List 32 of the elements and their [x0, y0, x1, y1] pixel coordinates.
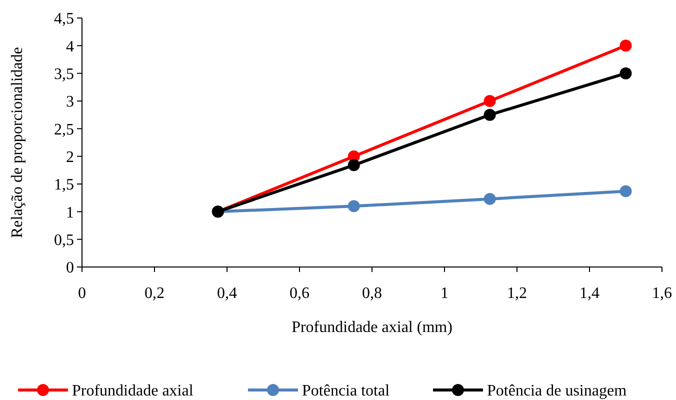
point	[348, 159, 360, 172]
y-tick-label: 1,5	[54, 176, 74, 194]
legend-label: Profundidade axial	[72, 382, 194, 400]
y-tick-label: 4	[66, 38, 74, 56]
point	[620, 40, 632, 52]
legend-label: Potência total	[302, 382, 390, 400]
y-tick-label: 3,5	[54, 66, 74, 83]
x-tick-label: 1,2	[507, 285, 527, 302]
y-tick-label: 0	[66, 260, 74, 277]
x-tick-label: 0	[78, 285, 86, 302]
x-tick-label: 0,2	[144, 285, 164, 302]
x-axis-title: Profundidade axial (mm)	[292, 319, 452, 336]
x-tick-label: 1,4	[580, 285, 600, 302]
legend-label: Potência de usinagem	[487, 382, 628, 400]
point	[484, 192, 496, 205]
point	[620, 185, 632, 198]
point	[484, 95, 496, 107]
x-tick-label: 1	[440, 285, 448, 302]
x-tick-label: 0,4	[217, 285, 237, 302]
y-tick-label: 2	[66, 148, 74, 166]
point	[620, 67, 632, 80]
x-tick-label: 0,8	[362, 285, 382, 302]
y-tick-label: 4,5	[54, 10, 74, 28]
x-tick-label: 1,6	[652, 285, 672, 302]
x-tick-label: 0,6	[290, 285, 310, 302]
y-tick-label: 2,5	[54, 121, 74, 138]
y-tick-label: 0,5	[54, 232, 74, 249]
y-tick-label: 1	[66, 204, 74, 222]
point	[484, 108, 496, 121]
point	[348, 200, 360, 212]
y-axis-title: Relação de proporcionalidade	[9, 46, 26, 238]
y-tick-label: 3	[66, 94, 74, 111]
